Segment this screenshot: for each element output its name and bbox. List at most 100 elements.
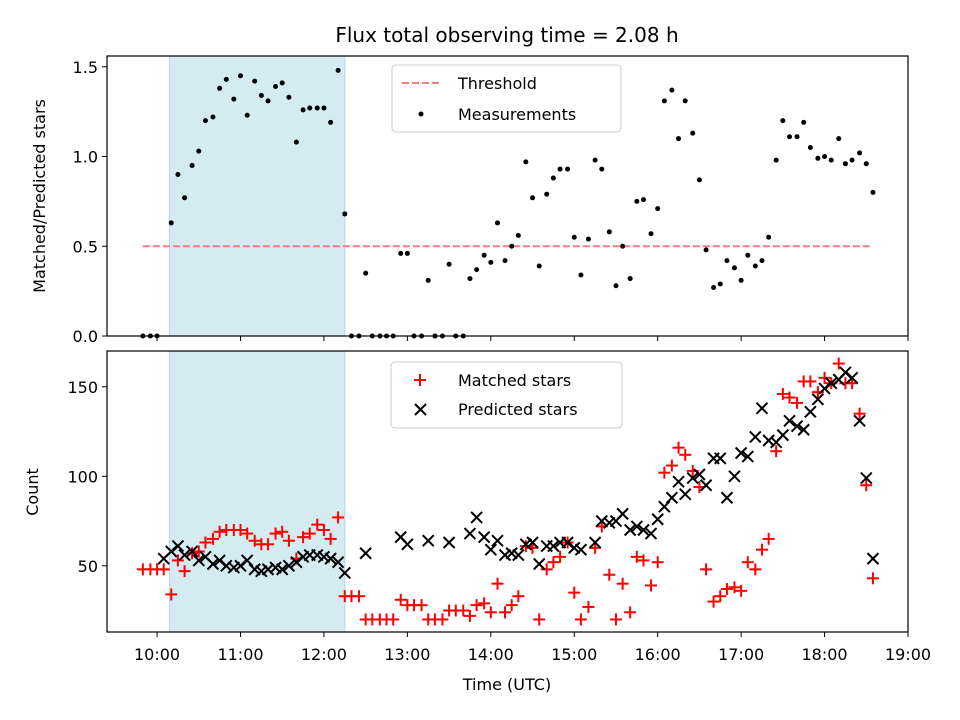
matched-star-point: [720, 583, 733, 596]
predicted-star-point: [804, 405, 817, 419]
measurement-point: [849, 157, 855, 163]
measurement-point: [223, 76, 229, 82]
matched-star-point: [707, 595, 720, 608]
predicted-star-point: [616, 507, 629, 521]
matched-star-point: [804, 375, 817, 388]
measurement-point: [515, 232, 521, 238]
measurement-point: [842, 161, 848, 167]
measurement-point: [252, 78, 258, 84]
matched-star-point: [783, 391, 796, 404]
measurement-point: [766, 234, 772, 240]
bottom-x-ticks: 10:00 11:00 12:00 13:00 14:00 15:00 16:00 17:00…: [134, 632, 931, 664]
predicted-star-point: [470, 511, 483, 524]
predicted-star-point: [512, 548, 525, 562]
legend-predicted-label: Predicted stars: [458, 400, 578, 419]
measurement-point: [599, 166, 605, 172]
measurement-point: [759, 258, 765, 264]
matched-star-point: [762, 532, 775, 545]
matched-star-point: [860, 479, 873, 492]
top-legend-box: [391, 64, 622, 133]
predicted-star-point: [595, 514, 608, 528]
matched-star-point: [512, 590, 525, 603]
measurement-point: [342, 211, 348, 217]
measurement-point: [300, 107, 306, 113]
measurement-point: [857, 150, 863, 156]
matched-star-point: [317, 523, 330, 536]
predicted-star-point: [206, 557, 220, 571]
matched-star-point: [192, 545, 205, 558]
measurement-point: [634, 198, 640, 204]
measurement-point: [523, 159, 529, 165]
predicted-star-point: [825, 377, 838, 390]
measurement-point: [571, 234, 577, 240]
measurement-point: [258, 92, 264, 98]
bottom-y-ticks: 50 100 150: [67, 378, 107, 576]
matched-star-point: [213, 525, 226, 538]
measurement-point: [175, 171, 181, 177]
bottom-y-axis-label: Count: [23, 468, 42, 516]
measurement-point: [828, 157, 834, 163]
measurement-point: [585, 236, 591, 242]
predicted-star-point: [749, 430, 762, 444]
x-tick-label: 18:00: [802, 645, 848, 664]
matched-star-point: [478, 597, 491, 610]
matched-star-point: [853, 407, 866, 420]
predicted-star-point: [686, 471, 699, 485]
measurement-point: [509, 243, 515, 249]
matched-star-point: [700, 563, 713, 576]
matched-star-point: [714, 590, 727, 603]
legend-matched-swatch: [414, 374, 426, 386]
measurement-point: [557, 166, 563, 172]
predicted-star-point: [630, 520, 644, 533]
matched-star-point: [540, 563, 553, 576]
bottom-legend: Matched stars Predicted stars: [390, 361, 623, 429]
top-axes-frame: [106, 55, 909, 337]
matched-star-point: [505, 599, 518, 612]
measurement-point: [745, 252, 751, 258]
measurement-point: [231, 96, 237, 102]
measurement-point: [328, 119, 334, 125]
predicted-star-point: [574, 543, 588, 556]
measurement-point: [404, 250, 410, 256]
x-tick-label: 11:00: [217, 645, 263, 664]
predicted-star-point: [484, 543, 498, 556]
measurement-point: [335, 67, 341, 73]
matched-star-point: [186, 547, 199, 560]
predicted-star-point: [866, 552, 880, 565]
matched-star-point: [616, 577, 629, 590]
legend-threshold-label: Threshold: [457, 74, 537, 93]
measurement-point: [202, 118, 208, 124]
measurement-point: [279, 80, 285, 86]
matched-star-point: [387, 613, 400, 626]
y-tick-label: 1.0: [73, 148, 98, 167]
matched-star-point: [574, 613, 587, 626]
matched-star-point: [665, 459, 678, 472]
measurement-point: [265, 98, 271, 104]
measurement-point: [244, 112, 250, 118]
top-legend: Threshold Measurements: [391, 64, 622, 133]
measurement-point: [536, 263, 542, 269]
predicted-star-point: [637, 523, 650, 537]
matched-star-point: [741, 556, 754, 569]
measurement-point: [641, 197, 647, 203]
predicted-star-point: [240, 554, 254, 567]
measurement-point: [565, 166, 571, 172]
matched-star-point: [568, 586, 581, 599]
predicted-star-point: [783, 414, 796, 428]
predicted-star-point: [192, 554, 205, 567]
matched-star-point: [415, 599, 428, 612]
matched-star-point: [324, 532, 337, 545]
matched-star-point: [755, 543, 768, 556]
measurement-point: [273, 84, 279, 90]
matched-star-point: [866, 572, 879, 585]
matched-star-point: [547, 556, 560, 569]
y-tick-label: 50: [78, 557, 98, 576]
measurement-point: [870, 189, 876, 195]
measurement-point: [703, 247, 709, 253]
x-tick-label: 16:00: [635, 645, 681, 664]
predicted-star-point: [762, 434, 775, 447]
measurement-point: [669, 87, 675, 93]
measurement-point: [787, 134, 793, 140]
predicted-star-point: [331, 555, 345, 569]
bottom-shaded-span: [169, 350, 346, 633]
